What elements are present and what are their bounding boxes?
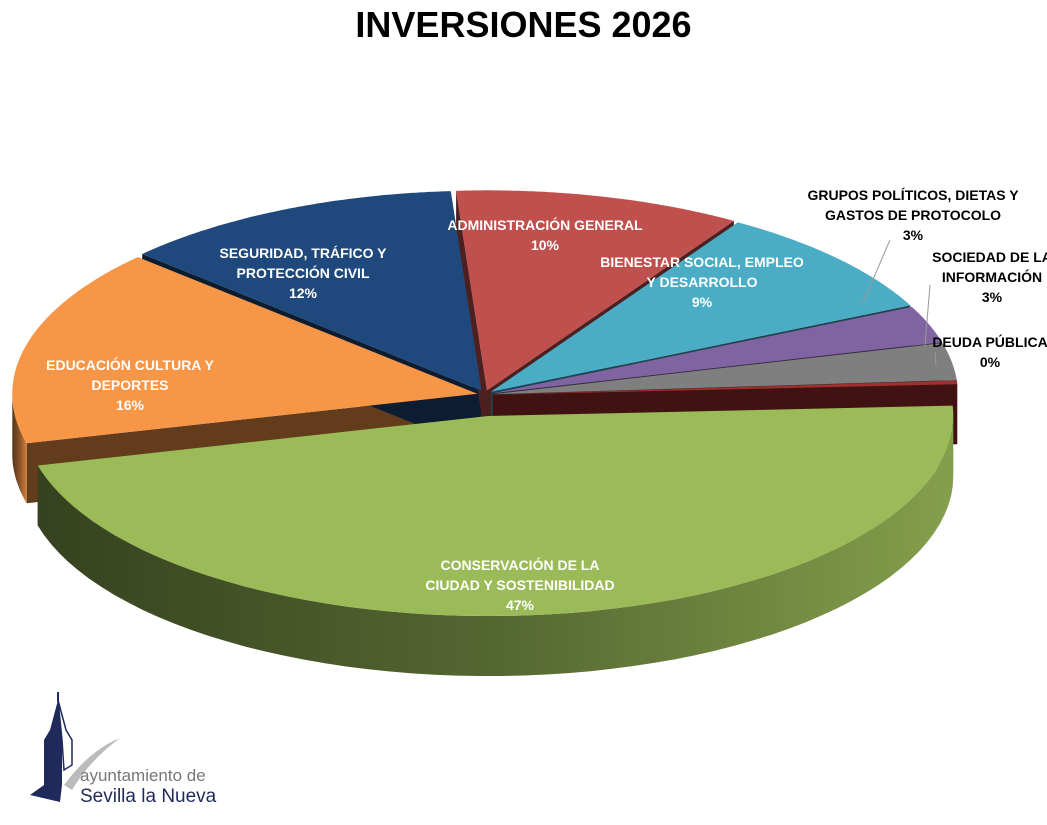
slice-label-name: ADMINISTRACIÓN GENERAL [447,217,643,233]
pie-slice [142,191,482,391]
pie-slice [37,405,954,616]
leader-line [861,239,891,306]
slice-label-name: CONSERVACIÓN DE LA [440,557,600,573]
slice-outer-wall [37,416,954,676]
logo: ayuntamiento de Sevilla la Nueva [20,690,220,820]
slice-label-name: EDUCACIÓN CULTURA Y [46,357,214,373]
pie-slice [456,190,734,391]
pie-slice [12,257,478,444]
slice-label-percent: 3% [981,289,1003,305]
slice-label-percent: 10% [530,237,560,253]
pie-slice [492,306,942,394]
slice-label: CONSERVACIÓN DE LA CIUDAD Y SOSTENIBILIDA… [425,555,614,615]
pie-slice [492,343,957,395]
slice-label-name: PROTECCIÓN CIVIL [236,265,370,281]
slice-label-name: GRUPOS POLÍTICOS, DIETAS Y [807,187,1019,203]
slice-label-name: GASTOS DE PROTOCOLO [824,207,1002,223]
slice-label-name: SOCIEDAD DE LA [932,249,1047,265]
leader-line [924,284,931,346]
slice-label: BIENESTAR SOCIAL, EMPLEO Y DESARROLLO 9% [600,252,804,312]
slice-label-name: CIUDAD Y SOSTENIBILIDAD [425,577,615,593]
slice-label-name: DEPORTES [91,377,169,393]
slice-label-percent: 16% [115,397,145,413]
slice-label-percent: 12% [288,285,318,301]
leader-line [934,351,937,366]
pie-slice [491,222,911,392]
slice-label-name: BIENESTAR SOCIAL, EMPLEO [600,254,804,270]
church-tower-icon [30,692,120,802]
slice-label-name: INFORMACIÓN [941,269,1043,285]
slice-label: ADMINISTRACIÓN GENERAL 10% [447,215,642,255]
logo-text: ayuntamiento de [80,766,206,785]
slice-label: EDUCACIÓN CULTURA Y DEPORTES 16% [46,355,214,415]
chart-title: INVERSIONES 2026 [355,4,692,45]
slice-label: DEUDA PÚBLICA 0% [932,332,1047,372]
slice-label-percent: 0% [979,354,1001,370]
slice-label-name: SEGURIDAD, TRÁFICO Y [219,245,387,261]
slice-label-percent: 3% [902,227,924,243]
slice-label-name: DEUDA PÚBLICA [932,334,1047,350]
slice-label-percent: 47% [505,597,535,613]
slice-label: GRUPOS POLÍTICOS, DIETAS Y GASTOS DE PROT… [807,185,1018,245]
slice-label-name: Y DESARROLLO [646,274,758,290]
pie-slice [493,380,958,395]
slice-outer-wall [12,393,27,504]
slice-label: SEGURIDAD, TRÁFICO Y PROTECCIÓN CIVIL 12% [220,243,387,303]
slice-label-percent: 9% [691,294,713,310]
logo-text: Sevilla la Nueva [80,786,217,807]
slice-label: SOCIEDAD DE LA INFORMACIÓN 3% [932,247,1047,307]
